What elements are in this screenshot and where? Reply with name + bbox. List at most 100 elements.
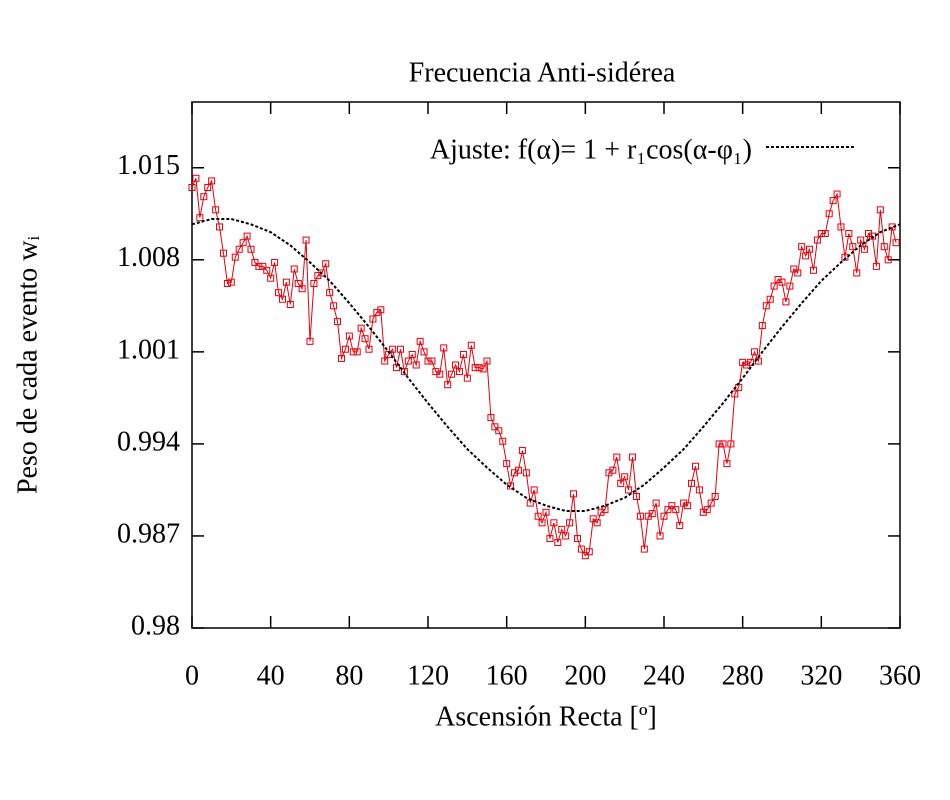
data-point	[570, 490, 578, 498]
data-point	[562, 532, 570, 540]
data-point	[802, 252, 810, 260]
data-point	[487, 414, 495, 422]
data-point	[723, 460, 731, 468]
data-point	[707, 499, 715, 507]
y-tick-label: 0.987	[117, 518, 180, 549]
data-point	[727, 440, 735, 448]
data-point	[530, 486, 538, 494]
data-point	[239, 239, 247, 247]
data-point	[550, 519, 558, 527]
data-point	[483, 357, 491, 365]
data-point	[719, 440, 727, 448]
data-point	[621, 473, 629, 481]
data-point	[806, 245, 814, 253]
data-point	[554, 539, 562, 547]
data-point	[259, 262, 267, 270]
data-point	[353, 348, 361, 356]
data-point	[829, 197, 837, 205]
data-point	[424, 357, 432, 365]
data-point	[664, 506, 672, 514]
data-point	[306, 337, 314, 345]
data-point	[503, 460, 511, 468]
data-point	[538, 519, 546, 527]
data-point	[872, 262, 880, 270]
data-point	[518, 446, 526, 454]
data-point	[778, 278, 786, 286]
data-point	[495, 427, 503, 435]
data-point	[428, 357, 436, 365]
data-point	[216, 223, 224, 231]
data-point	[365, 345, 373, 353]
data-point	[467, 341, 475, 349]
y-tick-label: 0.994	[117, 426, 180, 457]
data-point	[381, 357, 389, 365]
x-tick-label: 280	[722, 660, 764, 691]
data-point	[463, 374, 471, 382]
data-point	[868, 232, 876, 240]
legend-label: Ajuste: f(α)= 1 + r₁cos(α-φ₁)	[430, 134, 752, 165]
data-point	[809, 266, 817, 274]
data-point	[326, 289, 334, 297]
data-point	[711, 493, 719, 500]
series-line	[191, 178, 897, 557]
data-point	[219, 249, 227, 257]
data-point	[625, 486, 633, 494]
data-point	[747, 358, 755, 366]
data-point	[223, 279, 231, 287]
data-point	[231, 253, 239, 261]
data-point	[613, 453, 621, 461]
data-point	[790, 265, 798, 273]
data-point	[200, 193, 208, 201]
x-tick-label: 40	[257, 660, 285, 691]
data-point	[341, 345, 349, 353]
y-tick-label: 1.015	[117, 150, 180, 181]
series-line	[191, 218, 901, 512]
data-point	[452, 361, 460, 369]
data-point	[448, 370, 456, 378]
data-point	[349, 348, 357, 356]
x-tick-label: 0	[185, 660, 199, 691]
data-point	[345, 332, 353, 340]
data-point	[310, 279, 318, 287]
data-point	[684, 502, 692, 510]
data-point	[672, 506, 680, 514]
data-point	[400, 368, 408, 376]
data-point	[522, 469, 530, 477]
data-point	[632, 493, 640, 500]
y-tick-label: 1.001	[117, 334, 180, 365]
data-point	[648, 510, 656, 518]
data-point	[208, 177, 216, 185]
data-point	[243, 232, 251, 240]
data-point	[192, 174, 200, 182]
data-point	[322, 260, 330, 268]
data-point	[837, 223, 845, 231]
data-point	[558, 525, 566, 533]
data-point	[298, 285, 306, 293]
data-point	[573, 535, 581, 543]
data-point	[880, 243, 888, 251]
data-point	[731, 390, 739, 398]
data-point	[636, 512, 644, 520]
x-axis-label: Ascensión Recta [º]	[435, 701, 657, 732]
data-point	[212, 206, 220, 214]
data-point	[204, 183, 212, 191]
data-point	[821, 230, 829, 237]
data-point	[817, 230, 825, 237]
data-point	[629, 453, 637, 461]
data-point	[546, 535, 554, 543]
data-point	[876, 206, 884, 214]
data-point	[275, 289, 283, 297]
data-point	[459, 350, 467, 358]
data-point	[389, 345, 397, 353]
data-point	[471, 364, 479, 372]
data-point	[294, 279, 302, 287]
data-point	[416, 337, 424, 345]
plot-frame	[191, 101, 901, 629]
data-point	[290, 265, 298, 273]
data-point	[589, 515, 597, 523]
data-point	[444, 381, 452, 389]
data-point	[770, 282, 778, 290]
data-point	[369, 315, 377, 323]
data-point	[581, 552, 589, 560]
